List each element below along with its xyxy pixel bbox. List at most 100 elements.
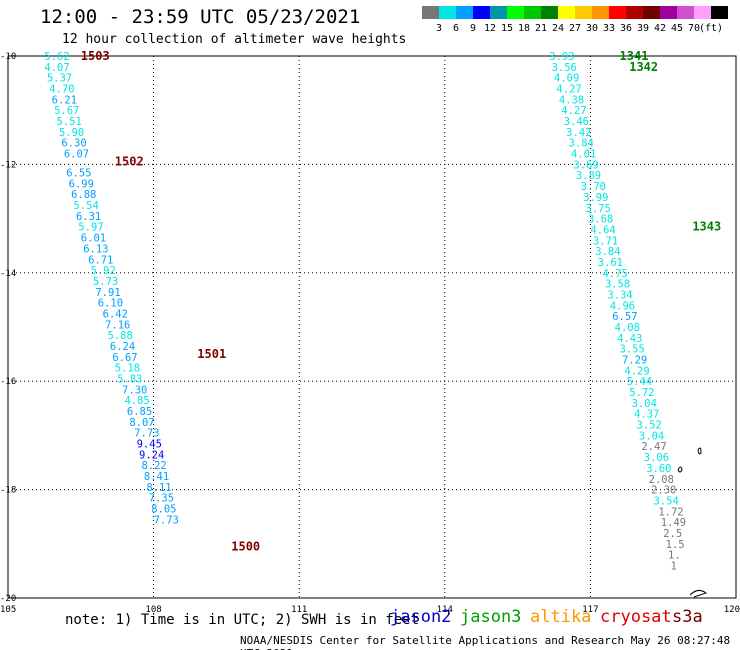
swh-value: 7.30 [122, 384, 147, 396]
x-tick-label: 117 [582, 605, 598, 615]
swh-value: 3.68 [588, 214, 613, 226]
swh-value: 5.83 [117, 373, 142, 385]
swh-value: 3.84 [569, 138, 594, 150]
swh-value: 5.67 [54, 105, 79, 117]
y-tick-label: -18 [0, 486, 16, 496]
swh-value: 8.05 [151, 504, 176, 516]
swh-value: 9.45 [137, 439, 162, 451]
swh-value: 6.99 [69, 178, 94, 190]
pass-number-label: 1501 [197, 347, 226, 361]
legend-label: 27 [568, 23, 582, 34]
x-tick-label: 114 [437, 605, 453, 615]
swh-value: 4.09 [554, 73, 579, 85]
legend-label: 33 [602, 23, 616, 34]
legend-swatch [541, 6, 558, 19]
swh-value: 4.75 [603, 268, 628, 280]
swh-value: 2.08 [649, 474, 674, 486]
swh-value: 8.41 [144, 471, 169, 483]
legend-swatch [660, 6, 677, 19]
swh-value: 2.30 [651, 485, 676, 497]
swh-value: 1.49 [661, 517, 686, 529]
legend-label: 15 [500, 23, 514, 34]
swh-value: 6.10 [98, 298, 123, 310]
swh-value: 5.18 [115, 363, 140, 375]
swh-value: 5.72 [629, 387, 654, 399]
legend-label: 21 [534, 23, 548, 34]
swh-value: 4.64 [590, 224, 615, 236]
legend-label: 30 [585, 23, 599, 34]
legend-label: 39 [636, 23, 650, 34]
swh-value: 3.04 [639, 430, 664, 442]
swh-value: 9.24 [139, 449, 164, 461]
swh-value: 5.44 [627, 376, 652, 388]
legend-swatch [694, 6, 711, 19]
swh-value: 2.47 [641, 441, 666, 453]
swh-value: 3.04 [632, 398, 657, 410]
swh-value: 4.96 [610, 300, 635, 312]
legend-label: 3 [435, 23, 443, 34]
swh-value: 3.75 [586, 203, 611, 215]
swh-value: 7.16 [105, 319, 130, 331]
swh-value: 3.42 [566, 127, 591, 139]
legend-label: 36 [619, 23, 633, 34]
swh-value: 3.61 [598, 257, 623, 269]
legend-swatch [575, 6, 592, 19]
legend-swatch [626, 6, 643, 19]
swh-value: 3.58 [605, 279, 630, 291]
swh-value: 5.92 [91, 265, 116, 277]
swh-value: 8.07 [129, 417, 154, 429]
island-outline [677, 466, 683, 473]
swh-value: 6.85 [127, 406, 152, 418]
swh-value: 7.35 [149, 493, 174, 505]
swh-value: 7.73 [134, 428, 159, 440]
x-tick-label: 108 [145, 605, 161, 615]
swh-value: 5.90 [59, 127, 84, 139]
swh-value: 3.55 [620, 344, 645, 356]
satellite-cryosat: cryosat [600, 607, 672, 627]
legend-label: (ft) [698, 23, 724, 34]
swh-value: 3.93 [549, 51, 574, 63]
swh-value: 6.30 [61, 138, 86, 150]
units-note: note: 1) Time is in UTC; 2) SWH is in fe… [65, 612, 420, 628]
swh-value: 3.69 [573, 159, 598, 171]
legend-swatch [507, 6, 524, 19]
swh-value: 7.91 [95, 287, 120, 299]
pass-number-label: 1342 [629, 60, 658, 74]
swh-value: 4.85 [124, 395, 149, 407]
swh-value: 1. [668, 550, 681, 562]
footer-credit: NOAA/NESDIS Center for Satellite Applica… [240, 634, 731, 650]
legend-swatch [609, 6, 626, 19]
pass-number-label: 1503 [81, 49, 110, 63]
swh-value: 1 [670, 560, 676, 572]
pass-number-label: 1500 [231, 540, 260, 554]
legend-label: 45 [670, 23, 684, 34]
map-frame [7, 55, 737, 599]
legend-swatch [643, 6, 660, 19]
y-tick-label: -16 [0, 377, 16, 387]
legend-swatch [677, 6, 694, 19]
swh-value: 6.57 [612, 311, 637, 323]
swh-value: 3.46 [564, 116, 589, 128]
swh-value: 6.01 [81, 233, 106, 245]
legend-swatch [524, 6, 541, 19]
pass-number-label: 1343 [692, 220, 721, 234]
swh-value: 4.27 [561, 105, 586, 117]
x-tick-label: 120 [724, 605, 740, 615]
legend-swatch [558, 6, 575, 19]
island-outline [697, 447, 702, 455]
legend-swatch [439, 6, 456, 19]
legend-swatch [456, 6, 473, 19]
swh-value: 6.88 [71, 189, 96, 201]
swh-value: 3.52 [637, 420, 662, 432]
swh-value: 2.5 [663, 528, 682, 540]
swh-value: 4.70 [49, 84, 74, 96]
swh-value: 6.21 [52, 94, 77, 106]
swh-value: 5.62 [44, 51, 69, 63]
legend-swatch [422, 6, 439, 19]
legend-label: 6 [452, 23, 460, 34]
swh-value: 6.55 [66, 168, 91, 180]
swh-value: 6.31 [76, 211, 101, 223]
swh-value: 3.56 [552, 62, 577, 74]
